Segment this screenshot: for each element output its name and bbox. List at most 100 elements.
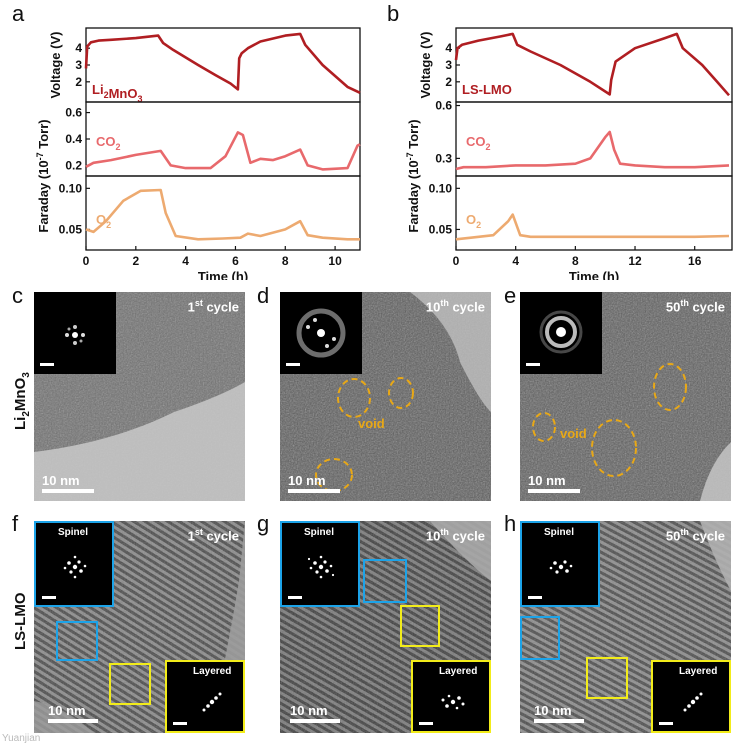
row-label-li2mno3: Li2MnO3 [12,372,32,430]
x-tick-label: 6 [232,254,239,268]
inset-scale-bar [288,596,302,599]
y-tick-label: 2 [445,75,452,89]
x-tick-label: 16 [688,254,702,268]
legend-text-part: 2 [486,142,491,152]
scale-bar-g: 10 nm [290,703,340,723]
inset-scale-bar [528,596,542,599]
faraday-label-part: Torr) [406,119,421,152]
legend-co2: CO2 [96,134,121,152]
tem-image-e: 50th cycle void 10 nm [520,292,731,501]
watermark: Yuanjian [2,733,41,744]
y-tick-label: 0.6 [435,99,452,113]
y-axis-label-faraday: Faraday (10-7 Torr) [405,119,421,232]
inset-scale-bar [173,722,187,725]
panel-label-f: f [12,511,19,536]
faraday-label-part: Faraday (10 [406,160,421,232]
fft-inset-layered-g: Layered [411,660,491,733]
legend-voltage: LS-LMO [462,82,512,97]
x-tick-label: 4 [512,254,519,268]
y-tick-label: 0.6 [65,106,82,120]
x-axis-label: Time (h) [198,269,248,280]
inset-scale-bar [286,363,300,366]
fft-inset-layered-h: Layered [651,660,731,733]
y-tick-label: 0.4 [65,132,82,146]
layered-label: Layered [679,666,718,677]
cycle-tag-c: 1st cycle [187,298,239,315]
scale-bar-h: 10 nm [534,703,584,723]
y-tick-label: 3 [75,58,82,72]
x-tick-label: 12 [628,254,642,268]
series-line-co2 [455,130,730,171]
legend-text-part: LS-LMO [462,82,512,97]
y-tick-label: 0.05 [429,222,453,236]
series-line-co2 [85,131,361,171]
y-tick-label: 0.3 [435,151,452,165]
legend-text-part: CO [96,134,116,149]
fft-inset-spinel-g: Spinel [280,521,360,607]
x-tick-label: 0 [83,254,90,268]
cycle-tag-e: 50th cycle [665,298,725,315]
fft-inset-spinel-f: Spinel [34,521,114,607]
region-box-spinel-g [363,559,407,603]
region-box-layered-h [586,657,628,699]
y-tick-label: 2 [75,75,82,89]
x-tick-label: 10 [328,254,342,268]
y-tick-label: 0.2 [65,158,82,172]
subplot-frame-o2 [85,175,361,251]
legend-text-part: Li [92,82,104,97]
y-tick-label: 0.10 [59,181,83,195]
y-tick-label: 0.10 [429,181,453,195]
x-tick-label: 4 [182,254,189,268]
legend-o2: O2 [96,212,111,230]
y-axis-label-faraday: Faraday (10-7 Torr) [35,119,51,232]
panel-label-h: h [504,511,517,536]
panel-label-g: g [257,511,270,536]
inset-scale-bar [659,722,673,725]
y-tick-label: 3 [445,58,452,72]
panel-label-c: c [12,283,23,308]
tem-image-f: Spinel 1st cycle Layered 10 nm [34,521,245,733]
legend-text-part: 2 [116,142,121,152]
scale-bar-e: 10 nm [528,473,580,493]
inset-scale-bar [40,363,54,366]
fft-inset-layered-f: Layered [165,660,245,733]
subplot-frame-o2 [455,175,733,251]
panel-label-e: e [504,283,517,308]
x-tick-label: 8 [282,254,289,268]
x-axis-label: Time (h) [569,269,619,280]
region-box-layered-g [400,605,440,647]
layered-label: Layered [439,666,478,677]
legend-text-part: O [466,212,476,227]
cycle-tag-g: 10th cycle [425,527,485,544]
region-box-spinel-h [520,616,560,660]
panel-label-a: a [12,1,25,26]
tem-image-h: Spinel 50th cycle Layered 10 nm [520,521,731,733]
series-line-o2 [455,213,730,241]
tem-image-d: 10th cycle void 10 nm [280,292,491,501]
faraday-label-part: Faraday (10 [36,160,51,232]
y-axis-label-voltage: Voltage (V) [418,32,433,99]
x-tick-label: 0 [453,254,460,268]
legend-text-part: 3 [137,94,142,104]
region-box-layered-f [109,663,151,705]
legend-text-part: 2 [104,90,109,100]
legend-text-part: O [96,212,106,227]
series-line-o2 [85,188,360,241]
void-label-d: void [358,416,385,431]
region-box-spinel-f [56,621,98,661]
faraday-label-part: -7 [405,152,415,160]
legend-voltage: Li2MnO3 [92,82,142,104]
legend-co2: CO2 [466,134,491,152]
legend-o2: O2 [466,212,481,230]
y-tick-label: 4 [445,41,452,55]
fft-inset-c [34,292,116,374]
legend-text-part: 2 [106,220,111,230]
scale-bar-c: 10 nm [42,473,94,493]
legend-text-part: MnO [109,86,138,101]
series-line-voltage [84,32,361,94]
x-tick-label: 2 [132,254,139,268]
inset-scale-bar [42,596,56,599]
